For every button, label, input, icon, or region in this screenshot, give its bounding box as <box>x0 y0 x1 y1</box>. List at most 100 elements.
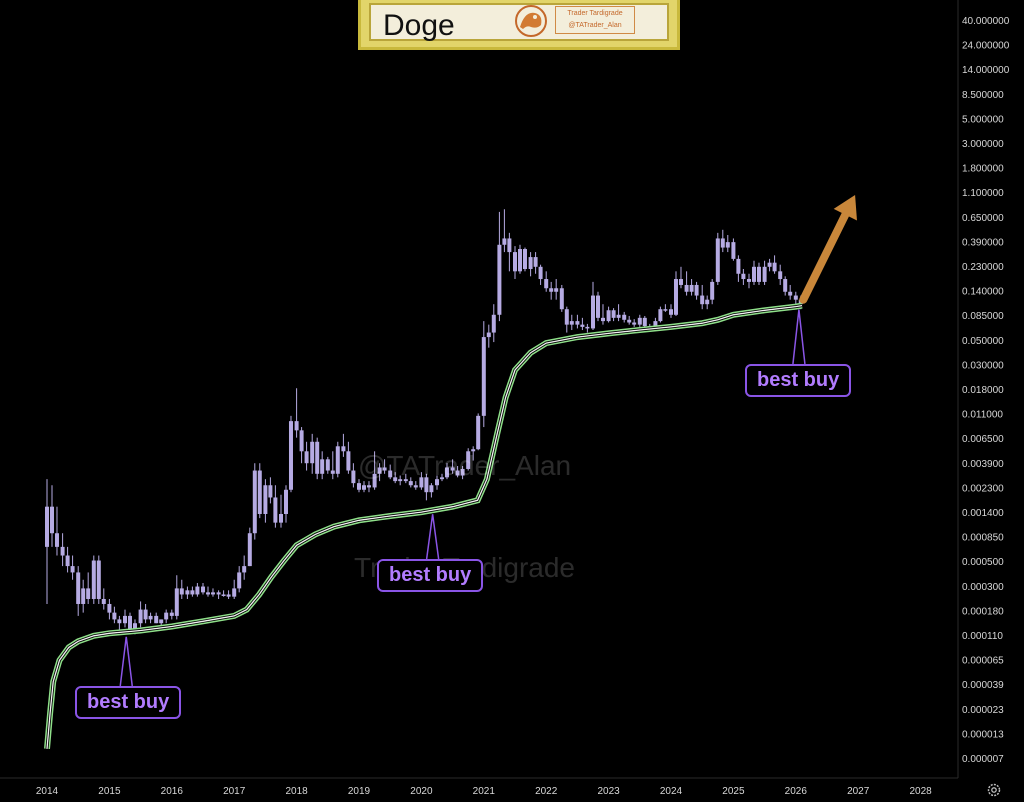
y-tick-label: 0.650000 <box>962 213 1004 224</box>
arrow-head <box>833 194 857 221</box>
candle-body <box>466 451 471 469</box>
y-tick-label: 0.050000 <box>962 336 1004 347</box>
candle-body <box>725 242 730 248</box>
candle-body <box>689 284 694 292</box>
candle-body <box>288 421 293 490</box>
candle-body <box>351 470 356 484</box>
candle <box>564 306 569 333</box>
x-tick-label: 2020 <box>410 786 433 797</box>
candle-body <box>538 266 543 280</box>
candle-body <box>190 590 195 595</box>
candle-body <box>237 572 242 589</box>
candle-body <box>81 588 86 604</box>
candle-body <box>179 588 184 595</box>
candle-body <box>694 284 699 296</box>
candle-body <box>242 566 247 573</box>
candle-body <box>642 317 647 327</box>
candle-body <box>201 586 205 593</box>
candle <box>544 271 549 292</box>
y-tick-label: 0.011000 <box>962 410 1003 421</box>
candle-body <box>600 317 605 322</box>
candle-body <box>762 266 767 282</box>
gear-icon[interactable] <box>986 782 1002 798</box>
candle <box>694 281 699 300</box>
candle <box>783 276 788 296</box>
candle <box>569 314 574 331</box>
candle-body <box>772 262 777 272</box>
y-tick-label: 0.006500 <box>962 434 1004 445</box>
candle <box>788 284 793 300</box>
candle <box>747 273 751 289</box>
candle <box>174 575 179 620</box>
candle-body <box>736 258 741 274</box>
candle-body <box>549 288 554 292</box>
candle <box>689 279 694 296</box>
candle <box>216 590 221 599</box>
candle-body <box>585 326 590 329</box>
candle-body <box>627 319 632 323</box>
candle <box>91 555 96 604</box>
candle-body <box>756 266 761 282</box>
candle-body <box>304 451 309 464</box>
candle <box>117 615 122 632</box>
candle <box>226 590 231 599</box>
candle <box>585 323 590 333</box>
candle-body <box>279 513 283 523</box>
candle-body <box>793 295 798 300</box>
y-tick-label: 0.000850 <box>962 533 1004 544</box>
candle <box>101 588 106 610</box>
candle <box>517 244 522 274</box>
x-axis-ticks[interactable]: 2014 2015 2016 2017 2018 2019 2020 2021 2022 2023… <box>36 786 932 797</box>
x-tick-label: 2015 <box>98 786 121 797</box>
y-axis-ticks[interactable]: 40.000000 24.000000 14.000000 8.500000 5.000… <box>962 16 1010 765</box>
y-tick-label: 0.000023 <box>962 705 1004 716</box>
candle-body <box>143 609 148 620</box>
y-tick-label: 1.100000 <box>962 188 1004 199</box>
x-tick-label: 2025 <box>722 786 745 797</box>
candle-body <box>393 477 398 482</box>
candle <box>76 566 81 616</box>
candle-body <box>502 238 507 245</box>
candle <box>642 315 647 329</box>
y-tick-label: 3.000000 <box>962 139 1004 150</box>
candle <box>554 279 559 300</box>
candle-body <box>252 470 257 534</box>
candle-body <box>320 459 325 474</box>
candle <box>507 232 512 272</box>
candle <box>476 413 481 451</box>
candle <box>627 315 632 325</box>
candle-body <box>741 273 746 280</box>
candle-body <box>127 615 132 632</box>
candle <box>663 304 668 312</box>
candle-body <box>637 317 642 325</box>
candle-body <box>673 279 678 315</box>
candle <box>190 586 195 597</box>
candle-body <box>513 252 517 272</box>
candle <box>595 291 600 322</box>
candle <box>705 295 710 310</box>
candle <box>403 473 408 484</box>
candle-body <box>533 257 538 267</box>
candle <box>575 314 580 329</box>
brand-handle: @TATrader_Alan <box>568 22 622 29</box>
x-tick-label: 2028 <box>909 786 932 797</box>
candle-body <box>544 279 549 289</box>
candle <box>533 252 538 274</box>
y-tick-label: 1.800000 <box>962 164 1004 175</box>
candle <box>637 314 642 327</box>
candle-body <box>564 309 569 325</box>
candle-body <box>491 314 496 333</box>
candle <box>710 279 715 305</box>
candle-body <box>372 473 377 488</box>
candle-body <box>481 337 486 416</box>
candle <box>778 264 783 285</box>
candle <box>444 463 449 480</box>
y-tick-label: 0.000500 <box>962 557 1004 568</box>
candle <box>388 464 393 480</box>
y-tick-label: 0.000039 <box>962 680 1004 691</box>
candle-body <box>678 279 683 285</box>
candle <box>123 609 127 628</box>
candle-body <box>720 238 725 248</box>
candle-body <box>455 470 460 476</box>
